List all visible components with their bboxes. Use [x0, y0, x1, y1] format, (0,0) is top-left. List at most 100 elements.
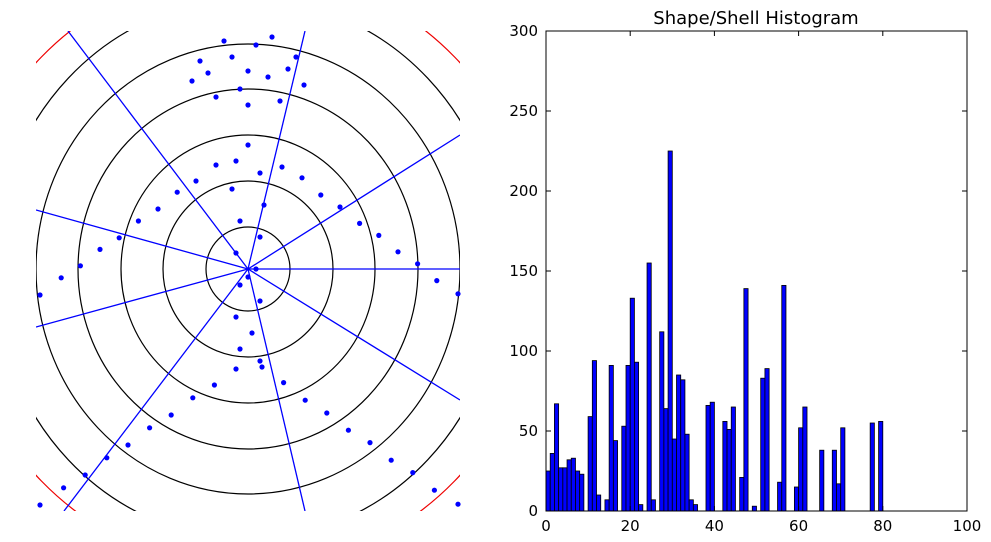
- shell: [36, 43, 460, 495]
- y-tick-label: 50: [519, 422, 538, 440]
- point: [285, 66, 291, 72]
- bar: [634, 361, 640, 512]
- point: [257, 298, 263, 304]
- bar: [604, 499, 610, 512]
- point: [37, 502, 43, 508]
- point: [410, 470, 416, 476]
- bar: [793, 486, 800, 512]
- sector-line: [247, 268, 460, 401]
- point: [245, 142, 251, 148]
- point: [259, 364, 265, 370]
- bar: [570, 457, 576, 512]
- bar: [751, 505, 757, 512]
- bar: [587, 416, 593, 512]
- point: [388, 457, 394, 463]
- bar: [608, 364, 614, 512]
- point: [257, 234, 263, 240]
- point: [257, 358, 263, 364]
- bar: [819, 449, 825, 512]
- point: [345, 427, 351, 433]
- point: [253, 266, 259, 272]
- point: [261, 202, 267, 208]
- bar: [621, 425, 627, 512]
- point: [205, 70, 211, 76]
- point: [37, 292, 43, 298]
- point: [116, 235, 122, 241]
- point: [237, 282, 243, 288]
- sector-line: [247, 31, 306, 270]
- point: [213, 162, 219, 168]
- point: [221, 38, 227, 44]
- point: [61, 485, 67, 491]
- point: [455, 501, 461, 507]
- y-tick-label: 150: [509, 262, 538, 280]
- bar: [671, 438, 677, 512]
- bar: [798, 427, 804, 512]
- y-tick-label: 0: [528, 502, 538, 520]
- point: [279, 164, 285, 170]
- bar: [684, 433, 690, 512]
- bar: [554, 403, 560, 512]
- bar: [722, 420, 728, 512]
- bar: [663, 408, 669, 512]
- bar: [680, 379, 686, 512]
- y-tick-label: 250: [509, 102, 538, 120]
- point: [104, 455, 110, 461]
- point: [237, 86, 243, 92]
- bar: [575, 470, 581, 512]
- bar: [781, 284, 787, 512]
- point: [125, 442, 131, 448]
- point: [77, 263, 83, 269]
- point: [265, 74, 271, 80]
- point: [229, 186, 235, 192]
- bar: [709, 401, 715, 512]
- point: [395, 249, 401, 255]
- point: [229, 54, 235, 60]
- bar: [777, 481, 783, 512]
- y-tick-label: 200: [509, 182, 538, 200]
- point: [233, 250, 239, 256]
- point: [299, 175, 305, 181]
- x-tick-label: 80: [873, 517, 892, 535]
- bar: [831, 449, 837, 512]
- bar: [625, 364, 631, 512]
- point: [82, 472, 88, 478]
- sector-line: [36, 209, 249, 270]
- bar: [802, 406, 808, 512]
- x-tick-label: 20: [621, 517, 640, 535]
- point: [245, 102, 251, 108]
- point: [189, 78, 195, 84]
- point: [193, 178, 199, 184]
- point: [155, 206, 161, 212]
- bar: [836, 483, 842, 512]
- point: [233, 366, 239, 372]
- bar: [562, 467, 568, 512]
- bar: [650, 499, 656, 512]
- sector-lines: [36, 31, 460, 511]
- point: [213, 94, 219, 100]
- sector-line: [63, 268, 249, 511]
- x-tick-label: 40: [705, 517, 724, 535]
- bar: [743, 288, 749, 512]
- point: [301, 82, 307, 88]
- bar: [629, 297, 635, 512]
- sector-line: [247, 268, 306, 511]
- bar: [676, 374, 682, 512]
- bar: [730, 406, 736, 512]
- x-tick-label: 100: [953, 517, 982, 535]
- point: [249, 330, 255, 336]
- point: [135, 218, 141, 224]
- bar: [596, 494, 602, 512]
- shell-overlay: [36, 31, 460, 511]
- sector-line: [67, 31, 249, 270]
- bar: [579, 473, 585, 512]
- bar: [878, 420, 884, 512]
- x-tick-label: 0: [541, 517, 551, 535]
- point: [233, 314, 239, 320]
- point: [367, 440, 373, 446]
- point: [237, 346, 243, 352]
- point: [168, 412, 174, 418]
- x-tick-label: 60: [789, 517, 808, 535]
